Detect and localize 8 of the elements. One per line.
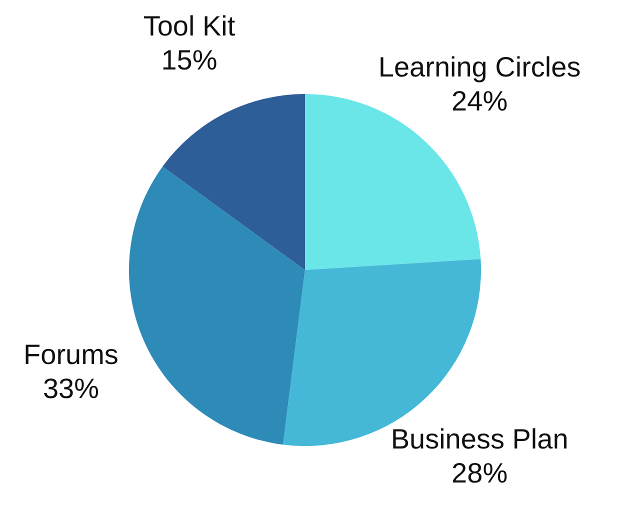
data-label: 33%	[42, 372, 99, 404]
data-label: 28%	[452, 457, 508, 488]
slice-label: Forums	[24, 338, 118, 370]
slice-label: Learning Circles	[378, 52, 581, 83]
slice-label: Tool Kit	[143, 10, 236, 42]
data-label: 15%	[161, 44, 218, 76]
data-label: 24%	[452, 86, 508, 117]
slice-label: Business Plan	[390, 423, 568, 454]
